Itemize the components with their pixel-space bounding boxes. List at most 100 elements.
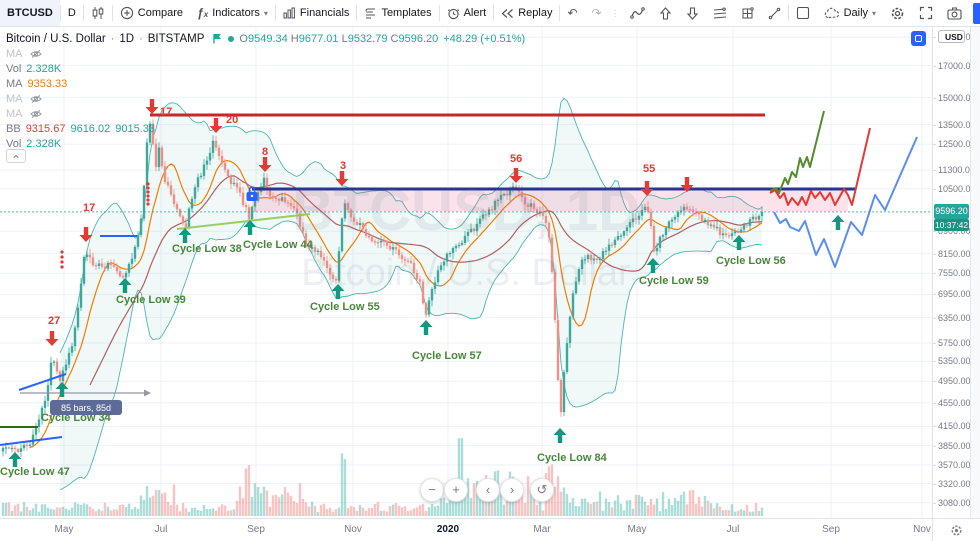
drag-handle-icon[interactable]: ⋮: [610, 7, 621, 18]
compare-button[interactable]: Compare: [113, 0, 190, 26]
eye-off-icon[interactable]: [29, 49, 42, 59]
indicator-row[interactable]: Vol 2.328K: [6, 136, 525, 151]
drawing-tool-arrow-up-button[interactable]: [652, 0, 679, 26]
indicators-button[interactable]: ƒx Indicators ▾: [190, 0, 275, 26]
scenario-projection-line[interactable]: [769, 110, 825, 194]
flag-icon[interactable]: [212, 33, 223, 44]
sell-arrow-label[interactable]: 17: [83, 202, 95, 214]
sell-arrow[interactable]: [79, 227, 93, 242]
cycle-low-label[interactable]: Cycle Low 34: [41, 412, 112, 424]
reset-chart-button[interactable]: ↺: [530, 478, 554, 502]
sell-arrow-label[interactable]: 3: [340, 160, 346, 172]
indicator-row[interactable]: MA: [6, 106, 525, 121]
templates-button[interactable]: Templates: [357, 0, 438, 26]
fullscreen-button[interactable]: [912, 0, 940, 26]
alert-button[interactable]: Alert: [440, 0, 494, 26]
scroll-left-button[interactable]: ‹: [476, 478, 500, 502]
publish-button[interactable]: Publish: [973, 2, 980, 24]
drawing-tool-parallel-lines-button[interactable]: [706, 0, 734, 26]
sell-arrow-label[interactable]: 8: [262, 146, 268, 158]
indicator-row[interactable]: MA: [6, 91, 525, 106]
indicator-label: MA: [6, 107, 23, 120]
drawing-tool-arrow-down-button[interactable]: [679, 0, 706, 26]
sell-arrow[interactable]: [258, 157, 272, 172]
sell-arrow[interactable]: [640, 181, 654, 196]
scroll-right-button[interactable]: ›: [500, 478, 524, 502]
buy-arrow[interactable]: [178, 228, 192, 243]
measure-tool[interactable]: 85 bars, 85d: [20, 389, 151, 416]
drawing-tool-trendline-button[interactable]: [761, 0, 788, 26]
buy-arrow[interactable]: [732, 235, 746, 250]
interval-button[interactable]: D: [61, 0, 83, 26]
lock-icon[interactable]: [246, 186, 258, 201]
legend-title-row[interactable]: Bitcoin / U.S. Dollar · 1D · BITSTAMP O9…: [6, 32, 526, 45]
sell-arrow-label[interactable]: 56: [510, 153, 522, 165]
sell-arrow-label[interactable]: 17: [160, 106, 172, 118]
currency-toggle-button[interactable]: USD: [938, 30, 965, 43]
eye-off-icon[interactable]: [29, 94, 42, 104]
sell-arrow-label[interactable]: 27: [48, 315, 60, 327]
cycle-low-label[interactable]: Cycle Low 47: [0, 466, 70, 478]
chart-pane[interactable]: BTCUSD, 1D Bitcoin / U.S. Dollar 85 bars…: [0, 27, 932, 518]
replay-button[interactable]: Replay: [494, 0, 559, 26]
buy-arrow[interactable]: [553, 428, 567, 443]
indicator-row[interactable]: MA: [6, 46, 525, 61]
buy-arrow[interactable]: [243, 220, 257, 235]
sell-arrow-label[interactable]: 20: [226, 114, 238, 126]
drawing-tool-box-button[interactable]: [734, 0, 761, 26]
trend-line-drawing[interactable]: [0, 436, 63, 446]
zoom-in-button[interactable]: +: [444, 478, 468, 502]
buy-arrow[interactable]: [118, 278, 132, 293]
resistance-zone[interactable]: [252, 190, 848, 211]
buy-arrow[interactable]: [55, 382, 69, 397]
buy-arrow[interactable]: [8, 452, 22, 467]
snapshot-button[interactable]: [940, 0, 969, 26]
save-layout-button[interactable]: Daily ▾: [817, 0, 883, 26]
price-axis[interactable]: USD -19000.00-17000.00-15000.00-13500.00…: [932, 27, 976, 518]
trend-line-drawing[interactable]: [18, 373, 67, 391]
sell-arrow[interactable]: [680, 177, 694, 192]
buy-arrow[interactable]: [331, 284, 345, 299]
chart-settings-button[interactable]: [883, 0, 912, 26]
sell-arrow[interactable]: [509, 168, 523, 183]
toolbar-left: BTCUSD D Compare ƒx Indicators ▾: [0, 0, 609, 26]
undo-button[interactable]: ↶: [560, 0, 584, 26]
sell-arrow[interactable]: [45, 331, 59, 346]
redo-button[interactable]: ↷: [585, 0, 609, 26]
cycle-low-label[interactable]: Cycle Low 56: [716, 255, 786, 267]
drawing-tool-shapes-button[interactable]: [623, 0, 652, 26]
trend-line-icon: [768, 7, 780, 19]
buy-arrow[interactable]: [646, 258, 660, 273]
cycle-low-label[interactable]: Cycle Low 44: [243, 239, 314, 251]
axis-settings-corner[interactable]: [932, 518, 980, 541]
sell-arrow-label[interactable]: 55: [643, 163, 655, 175]
trend-line-drawing[interactable]: [176, 213, 311, 230]
eye-off-icon[interactable]: [29, 109, 42, 119]
indicator-row[interactable]: BB 9315.67 9616.02 9015.33: [6, 121, 525, 136]
buy-arrow[interactable]: [419, 320, 433, 335]
time-axis[interactable]: May Jul Sep Nov 2020 Mar May Jul Sep Nov: [0, 518, 932, 541]
cycle-low-label[interactable]: Cycle Low 59: [639, 275, 709, 287]
cycle-low-label[interactable]: Cycle Low 84: [537, 452, 608, 464]
legend-collapse-button[interactable]: [6, 149, 26, 163]
sell-arrow[interactable]: [335, 171, 349, 186]
cycle-low-label[interactable]: Cycle Low 57: [412, 350, 482, 362]
cycle-low-label[interactable]: Cycle Low 38: [172, 243, 242, 255]
indicator-row[interactable]: Vol 2.328K: [6, 61, 525, 76]
sell-arrow[interactable]: [145, 99, 159, 114]
zoom-out-button[interactable]: −: [420, 478, 444, 502]
layout-button[interactable]: [789, 0, 817, 26]
candle-style-button[interactable]: [84, 0, 112, 26]
scenario-projection-line[interactable]: [773, 136, 918, 268]
financials-button[interactable]: Financials: [276, 0, 357, 26]
sell-arrow[interactable]: [209, 118, 223, 133]
indicator-row[interactable]: MA 9353.33: [6, 76, 525, 91]
cycle-low-label[interactable]: Cycle Low 39: [116, 294, 186, 306]
buy-arrow[interactable]: [831, 215, 845, 230]
price-tick: -3570.00: [933, 460, 971, 470]
chart-expand-button[interactable]: [911, 31, 926, 46]
scenario-projection-line[interactable]: [769, 127, 871, 206]
cycle-low-label[interactable]: Cycle Low 55: [310, 301, 380, 313]
symbol-button[interactable]: BTCUSD: [0, 0, 60, 26]
